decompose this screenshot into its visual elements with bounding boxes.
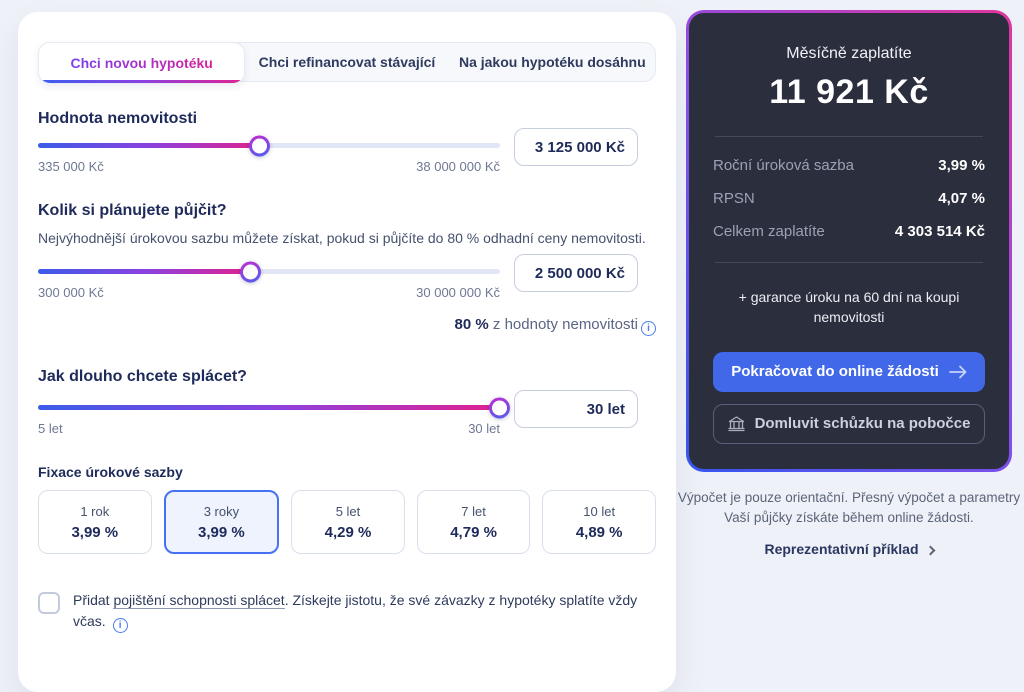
max-label: 38 000 000 Kč [416, 159, 500, 174]
representative-example-label: Reprezentativní příklad [764, 541, 919, 557]
fixation-rate: 4,29 % [324, 523, 372, 541]
ltv-text: z hodnoty nemovitosti [488, 316, 638, 333]
calculator-tabs: Chci novou hypotéku Chci refinancovat st… [38, 42, 656, 84]
insurance-text-prefix: Přidat [73, 592, 114, 608]
property-value-slider-row: 335 000 Kč 38 000 000 Kč [38, 128, 656, 174]
max-label: 30 000 000 Kč [416, 285, 500, 300]
term-slider-thumb[interactable] [489, 397, 510, 418]
property-value-slider-track[interactable] [38, 138, 500, 153]
monthly-payment-value: 11 921 Kč [769, 73, 929, 111]
row-label: Celkem zaplatíte [713, 223, 825, 240]
term-slider-row: 5 let 30 let [38, 390, 656, 436]
divider [715, 136, 983, 137]
fixation-option-7yr[interactable]: 7 let 4,79 % [416, 490, 531, 554]
loan-amount-heading: Kolik si plánujete půjčit? [38, 202, 227, 219]
slider-fill [38, 400, 507, 415]
fixation-rate: 3,99 % [71, 523, 119, 541]
min-label: 5 let [38, 421, 63, 436]
min-label: 335 000 Kč [38, 159, 104, 174]
row-value: 4,07 % [938, 190, 985, 207]
bank-icon [727, 415, 745, 431]
summary-row-total: Celkem zaplatíte 4 303 514 Kč [713, 223, 985, 240]
ltv-indicator: 80 % z hodnoty nemovitosti [38, 316, 656, 336]
representative-example-link[interactable]: Reprezentativní příklad [686, 541, 1012, 557]
loan-amount-input[interactable] [514, 254, 638, 292]
fixation-term: 1 rok [80, 503, 110, 519]
tab-label: Chci refinancovat stávající [258, 54, 436, 70]
summary-row-rpsn: RPSN 4,07 % [713, 190, 985, 207]
fixation-rate: 4,89 % [575, 523, 623, 541]
tab-refinance[interactable]: Chci refinancovat stávající [244, 43, 449, 81]
fixation-option-1yr[interactable]: 1 rok 3,99 % [38, 490, 152, 554]
max-label: 30 let [468, 421, 500, 436]
fixation-term: 5 let [335, 503, 361, 519]
fixation-term: 7 let [461, 503, 486, 519]
fixation-option-5yr[interactable]: 5 let 4,29 % [291, 490, 405, 554]
info-icon[interactable] [641, 321, 656, 336]
insurance-row: Přidat pojištění schopnosti splácet. Zís… [38, 590, 656, 633]
fixation-options: 1 rok 3,99 % 3 roky 3,99 % 5 let 4,29 % … [38, 490, 656, 554]
slider-fill [38, 138, 267, 153]
branch-meeting-label: Domluvit schůzku na pobočce [754, 415, 971, 433]
loan-amount-slider-thumb[interactable] [240, 261, 261, 282]
term-slider-track[interactable] [38, 400, 507, 415]
continue-online-button[interactable]: Pokračovat do online žádosti [713, 351, 985, 392]
branch-meeting-button[interactable]: Domluvit schůzku na pobočce [713, 403, 985, 444]
info-icon[interactable] [112, 618, 128, 633]
rate-guarantee-note: + garance úroku na 60 dní na koupi nemov… [738, 289, 960, 326]
arrow-right-icon [948, 365, 967, 378]
term-heading: Jak dlouho chcete splácet? [38, 368, 247, 385]
property-value-heading: Hodnota nemovitosti [38, 110, 198, 127]
property-value-range-labels: 335 000 Kč 38 000 000 Kč [38, 159, 500, 174]
insurance-checkbox[interactable] [38, 592, 60, 614]
loan-amount-range-labels: 300 000 Kč 30 000 000 Kč [38, 285, 500, 300]
payment-summary-card: Měsíčně zaplatíte 11 921 Kč Roční úrokov… [686, 10, 1012, 472]
property-value-input[interactable] [514, 128, 638, 166]
tab-label: Chci novou hypotéku [70, 55, 213, 71]
loan-amount-slider-row: 300 000 Kč 30 000 000 Kč [38, 254, 656, 300]
fixation-term: 3 roky [203, 503, 240, 519]
summary-row-interest: Roční úroková sazba 3,99 % [713, 157, 985, 174]
row-value: 4 303 514 Kč [894, 223, 985, 240]
ltv-percentage: 80 % [454, 316, 489, 333]
fixation-label: Fixace úrokové sazby [38, 464, 183, 480]
monthly-payment-label: Měsíčně zaplatíte [786, 45, 912, 62]
row-label: Roční úroková sazba [713, 157, 854, 174]
chevron-right-icon [925, 545, 935, 556]
fixation-rate: 4,79 % [450, 523, 497, 541]
calculation-disclaimer: Výpočet je pouze orientační. Přesný výpo… [677, 490, 1021, 526]
loan-amount-subtitle: Nejvýhodnější úrokovou sazbu můžete získ… [38, 230, 646, 246]
loan-amount-slider-track[interactable] [38, 264, 500, 279]
term-input[interactable] [514, 390, 638, 428]
insurance-link[interactable]: pojištění schopnosti splácet [113, 592, 285, 609]
fixation-option-3yr[interactable]: 3 roky 3,99 % [163, 490, 280, 554]
row-value: 3,99 % [938, 157, 985, 174]
tab-new-mortgage[interactable]: Chci novou hypotéku [38, 42, 246, 84]
fixation-option-10yr[interactable]: 10 let 4,89 % [542, 490, 656, 554]
min-label: 300 000 Kč [38, 285, 104, 300]
term-range-labels: 5 let 30 let [38, 421, 500, 436]
divider [715, 262, 983, 263]
insurance-text: Přidat pojištění schopnosti splácet. Zís… [73, 590, 656, 633]
slider-fill [38, 264, 258, 279]
insurance-text-suffix: . Získejte jistotu, že své závazky z hyp… [73, 592, 638, 629]
continue-online-label: Pokračovat do online žádosti [731, 363, 939, 381]
tab-affordability[interactable]: Na jakou hypotéku dosáhnu [450, 43, 655, 81]
tab-label: Na jakou hypotéku dosáhnu [458, 54, 646, 70]
fixation-term: 10 let [583, 503, 616, 519]
property-value-slider-thumb[interactable] [249, 135, 270, 156]
mortgage-calculator-card: Chci novou hypotéku Chci refinancovat st… [18, 12, 676, 692]
fixation-rate: 3,99 % [198, 523, 245, 541]
row-label: RPSN [713, 190, 755, 207]
